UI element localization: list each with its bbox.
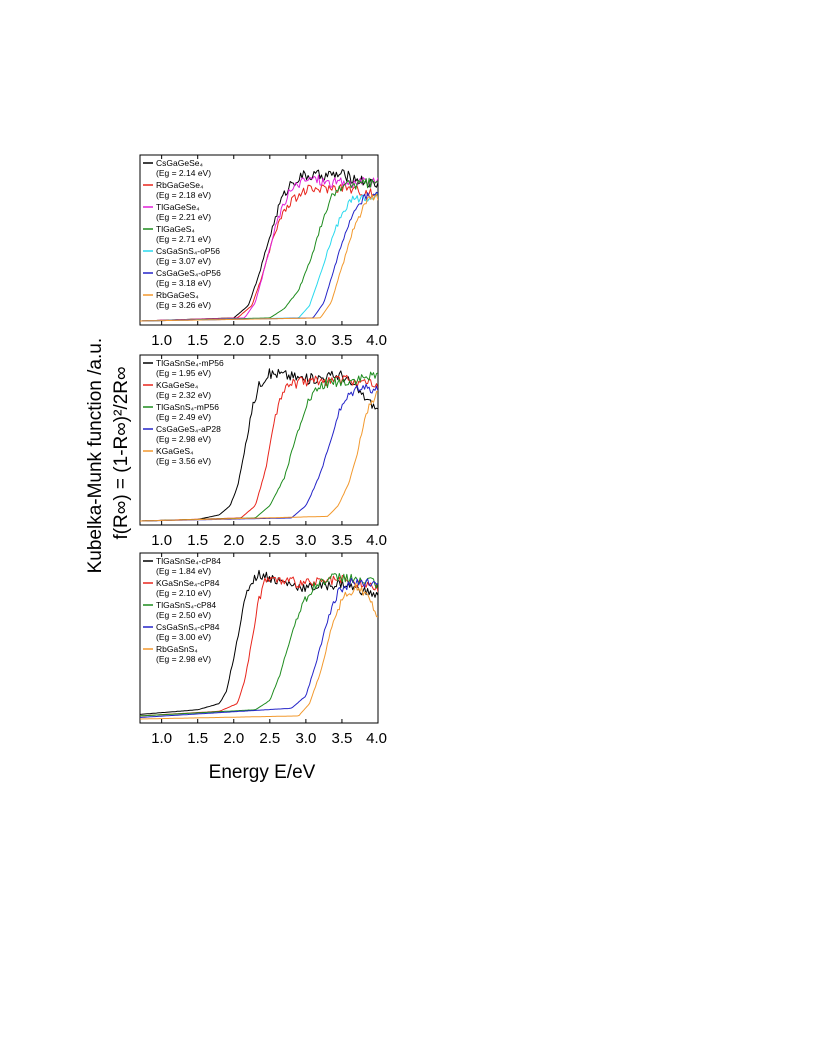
- y-axis-label-line2: f(R∞) = (1-R∞)²/2R∞: [111, 366, 132, 539]
- series-lines: [140, 368, 378, 522]
- legend-label: KGaGeSe₄: [156, 380, 199, 390]
- legend-label: TlGaSnSe₄-mP56: [156, 358, 224, 368]
- series-line: [140, 582, 378, 720]
- series-line: [140, 573, 378, 717]
- series-lines: [140, 169, 378, 322]
- x-tick-label: 3.5: [332, 332, 353, 349]
- legend-bandgap: (Eg = 2.10 eV): [156, 588, 211, 598]
- legend-label: RbGaGeSe₄: [156, 180, 204, 190]
- legend-bandgap: (Eg = 3.00 eV): [156, 632, 211, 642]
- x-tick-label: 2.0: [223, 332, 244, 349]
- x-tick-label: 2.5: [259, 730, 280, 747]
- legend-bandgap: (Eg = 1.84 eV): [156, 566, 211, 576]
- y-axis-label-line1: Kubelka-Munk function /a.u.: [85, 338, 106, 574]
- plot-frame: [139, 552, 379, 724]
- y-axis-label: Kubelka-Munk function /a.u. f(R∞) = (1-R…: [85, 333, 132, 574]
- x-tick-label: 1.0: [151, 332, 172, 349]
- x-tick-label: 1.5: [187, 730, 208, 747]
- x-tick-label: 2.5: [259, 332, 280, 349]
- x-tick-label: 3.0: [295, 730, 316, 747]
- legend-label: CsGaGeS₄-aP28: [156, 424, 221, 434]
- legend: TlGaSnSe₄-mP56(Eg = 1.95 eV)KGaGeSe₄(Eg …: [143, 358, 224, 466]
- x-tick-label: 1.5: [187, 332, 208, 349]
- x-tick-label: 1.0: [151, 730, 172, 747]
- x-tick-label: 3.5: [332, 532, 353, 549]
- legend-label: TlGaGeS₄: [156, 224, 195, 234]
- x-tick-label: 1.5: [187, 532, 208, 549]
- legend-bandgap: (Eg = 1.95 eV): [156, 368, 211, 378]
- legend-label: TlGaGeSe₄: [156, 202, 200, 212]
- legend-label: KGaGeS₄: [156, 446, 194, 456]
- plot-frame: [139, 354, 379, 526]
- x-tick-label: 2.5: [259, 532, 280, 549]
- legend-bandgap: (Eg = 2.32 eV): [156, 390, 211, 400]
- legend-label: CsGaSnS₄-cP84: [156, 622, 220, 632]
- legend-label: CsGaGeSe₄: [156, 158, 203, 168]
- legend-bandgap: (Eg = 2.98 eV): [156, 434, 211, 444]
- legend-bandgap: (Eg = 2.18 eV): [156, 190, 211, 200]
- legend-bandgap: (Eg = 2.98 eV): [156, 654, 211, 664]
- legend-label: TlGaSnSe₄-cP84: [156, 556, 221, 566]
- legend: TlGaSnSe₄-cP84(Eg = 1.84 eV) KGaSnSe₄-cP8…: [143, 556, 221, 664]
- legend-label: CsGaSnS₄-oP56: [156, 246, 220, 256]
- series-line: [140, 577, 378, 718]
- legend-bandgap: (Eg = 3.07 eV): [156, 256, 211, 266]
- x-tick-label: 4.0: [366, 332, 387, 349]
- x-tick-label: 2.0: [223, 730, 244, 747]
- x-tick-label: 3.5: [332, 730, 353, 747]
- x-tick-label: 4.0: [366, 730, 387, 747]
- x-axis-label: Energy E/eV: [209, 762, 316, 783]
- series-lines: [140, 569, 378, 720]
- legend-label: RbGaGeS₄: [156, 290, 199, 300]
- legend-bandgap: (Eg = 2.50 eV): [156, 610, 211, 620]
- series-line: [140, 390, 378, 522]
- legend-bandgap: (Eg = 3.18 eV): [156, 278, 211, 288]
- legend-bandgap: (Eg = 2.49 eV): [156, 412, 211, 422]
- legend-label: RbGaSnS₄: [156, 644, 198, 654]
- chart-panels: 1.0 1.5 2.0 2.5 3.0 3.5 4.0 CsGaGeSe₄(Eg = 2.14…: [139, 154, 387, 747]
- series-line: [140, 193, 378, 322]
- x-tick-label: 3.0: [295, 332, 316, 349]
- x-tick-label: 2.0: [223, 532, 244, 549]
- chart-panel-1: 1.0 1.5 2.0 2.5 3.0 3.5 4.0 CsGaGeSe₄(Eg = 2.14…: [139, 154, 387, 349]
- legend-bandgap: (Eg = 2.71 eV): [156, 234, 211, 244]
- x-tick-label: 1.0: [151, 532, 172, 549]
- x-tick-label: 4.0: [366, 532, 387, 549]
- legend-bandgap: (Eg = 2.21 eV): [156, 212, 211, 222]
- legend-label: KGaSnSe₄-cP84: [156, 578, 220, 588]
- legend-label: CsGaGeS₄-oP56: [156, 268, 221, 278]
- legend-bandgap: (Eg = 3.56 eV): [156, 456, 211, 466]
- legend-label: TlGaSnS₄-cP84: [156, 600, 216, 610]
- plot-frame: [139, 154, 379, 326]
- legend-bandgap: (Eg = 3.26 eV): [156, 300, 211, 310]
- legend-label: TlGaSnS₄-mP56: [156, 402, 219, 412]
- legend-bandgap: (Eg = 2.14 eV): [156, 168, 211, 178]
- legend: CsGaGeSe₄(Eg = 2.14 eV)RbGaGeSe₄(Eg = 2.…: [143, 158, 221, 310]
- x-tick-label: 3.0: [295, 532, 316, 549]
